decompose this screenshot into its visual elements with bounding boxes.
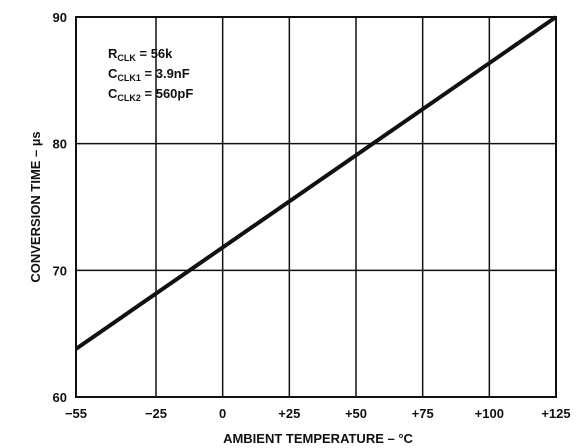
x-tick-label: +100: [475, 406, 504, 421]
x-tick-label: +125: [541, 406, 570, 421]
x-tick-label: −55: [65, 406, 87, 421]
x-tick-label: +50: [345, 406, 367, 421]
x-axis-title: AMBIENT TEMPERATURE – °C: [223, 431, 413, 446]
parameter-note: CCLK2 = 560pF: [108, 86, 193, 103]
plot-frame: [75, 16, 557, 398]
y-tick-labels: 60 70 80 90: [53, 10, 67, 405]
y-tick-label: 70: [53, 263, 67, 278]
x-tick-label: 0: [219, 406, 226, 421]
series-line: [74, 15, 558, 351]
y-axis-title: CONVERSION TIME – µs: [28, 131, 43, 282]
y-tick-label: 60: [53, 390, 67, 405]
parameter-note: CCLK1 = 3.9nF: [108, 66, 190, 83]
x-tick-label: +75: [412, 406, 434, 421]
x-tick-labels: −55 −25 0 +25 +50 +75 +100 +125: [65, 406, 571, 421]
y-tick-label: 80: [53, 137, 67, 152]
x-tick-label: −25: [145, 406, 167, 421]
series-layer: [74, 15, 558, 351]
x-tick-label: +25: [278, 406, 300, 421]
parameter-notes: RCLK = 56k CCLK1 = 3.9nF CCLK2 = 560pF: [108, 46, 193, 103]
parameter-note: RCLK = 56k: [108, 46, 173, 63]
y-tick-label: 90: [53, 10, 67, 25]
